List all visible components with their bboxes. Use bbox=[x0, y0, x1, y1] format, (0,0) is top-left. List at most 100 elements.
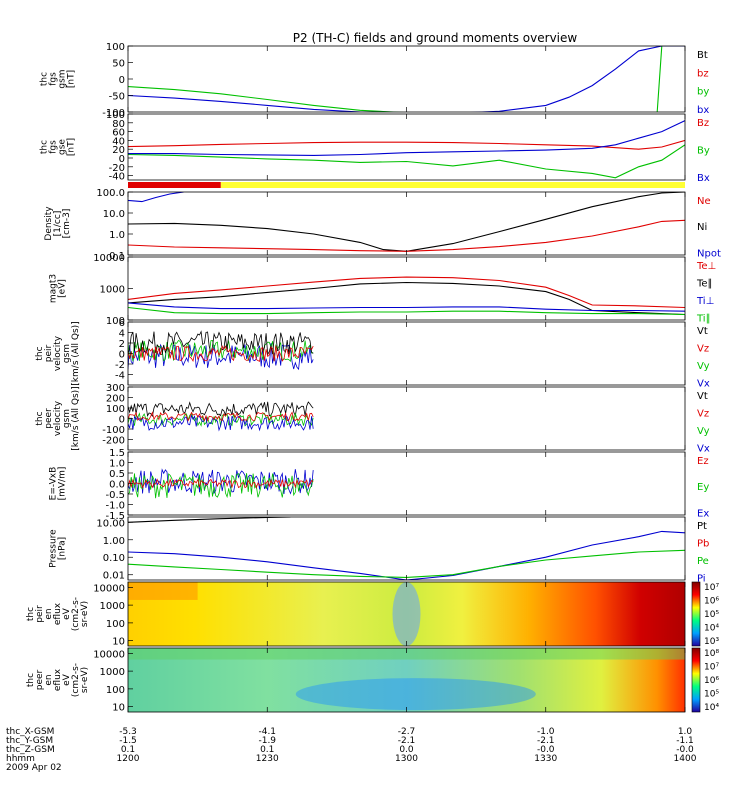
y-tick-label: 0.0 bbox=[109, 480, 125, 491]
panel-frame bbox=[127, 516, 686, 581]
y-axis-label: [eV] bbox=[58, 279, 68, 298]
y-axis-label: fgs bbox=[49, 72, 59, 86]
y-axis-label: (cm2-s- bbox=[71, 597, 81, 631]
series-Ti⊥ bbox=[128, 302, 685, 312]
orbit-row-value: 0.1 bbox=[121, 745, 135, 755]
y-axis-label: sr-eV) bbox=[80, 601, 90, 627]
flag-yellow-segment bbox=[220, 182, 686, 188]
y-tick-label: 200 bbox=[106, 394, 125, 405]
y-tick-label: -1.5 bbox=[105, 511, 125, 522]
y-tick-label: 10000 bbox=[93, 583, 125, 594]
y-axis-label: thc bbox=[26, 673, 36, 687]
panel-fgs-gsm: 100 50 0 -50 -100 thc fgs gsm [nT] Bt bz by bx bbox=[40, 42, 710, 119]
series-blue bbox=[128, 343, 314, 371]
y-axis-label: magt3 bbox=[49, 274, 59, 303]
y-axis-label: peer bbox=[44, 408, 54, 429]
time-tick-label: 1400 bbox=[674, 754, 697, 764]
colorbar-tick-label: 10⁸ bbox=[704, 649, 719, 659]
orbit-row-value: -1.1 bbox=[676, 736, 694, 746]
y-axis-label: peir bbox=[44, 344, 54, 362]
y-axis-label: gsm bbox=[62, 344, 72, 363]
legend-entry: Ne bbox=[697, 196, 711, 207]
series-blue bbox=[128, 468, 314, 495]
spectrogram-band bbox=[128, 648, 685, 660]
y-tick-label: 10000 bbox=[93, 649, 125, 660]
y-tick-label: 0.5 bbox=[109, 469, 125, 480]
y-axis-label: thc bbox=[35, 411, 45, 425]
y-tick-label: 10.00 bbox=[96, 518, 125, 529]
series-red bbox=[128, 345, 314, 362]
y-axis-label: en bbox=[44, 608, 54, 619]
series-blue bbox=[128, 414, 314, 432]
legend-entry: Vz bbox=[697, 343, 709, 354]
y-tick-label: 0.1 bbox=[109, 251, 125, 262]
series-group bbox=[128, 120, 685, 179]
orbit-row-label: thc_Y-GSM bbox=[6, 736, 53, 746]
y-tick-label: 0.10 bbox=[103, 553, 125, 564]
y-tick-label: 50 bbox=[112, 59, 125, 70]
y-axis-label: [nT] bbox=[67, 138, 77, 156]
legend-entry: Ni bbox=[697, 222, 707, 233]
orbit-row-value: -0.0 bbox=[537, 745, 555, 755]
y-tick-label: 4 bbox=[119, 329, 125, 340]
y-axis-label: Density bbox=[44, 206, 54, 241]
y-tick-label: 100 bbox=[106, 685, 125, 696]
time-tick-label: 1200 bbox=[117, 754, 140, 764]
series-red bbox=[128, 411, 314, 422]
orbit-row-value: -1.9 bbox=[258, 736, 276, 746]
y-tick-label: 6 bbox=[119, 318, 125, 329]
series-Pt bbox=[128, 517, 291, 523]
y-tick-label: 1000 bbox=[100, 667, 125, 678]
y-axis-label: eflux bbox=[53, 668, 63, 691]
y-axis-label: gse bbox=[58, 139, 68, 155]
panel-peir-spec: 10⁷ 10⁶ 10⁵ 10⁴ 10³ 10000 1000 100 10 thc peir en ef… bbox=[26, 581, 719, 648]
legend-entry: By bbox=[697, 146, 710, 157]
y-tick-label: 1.0 bbox=[109, 459, 125, 470]
series-Bz bbox=[128, 139, 685, 150]
y-axis-label: peir bbox=[35, 605, 45, 623]
legend-entry: Ez bbox=[697, 456, 709, 467]
series-Pi bbox=[128, 530, 685, 580]
y-axis-label: thc bbox=[26, 607, 36, 621]
y-tick-label: 100 bbox=[106, 316, 125, 327]
legend-entry: Ex bbox=[697, 508, 709, 519]
panel-peer-spec: 10⁸ 10⁷ 10⁶ 10⁵ 10⁴ 10000 1000 100 10 thc peer en ef… bbox=[26, 647, 719, 714]
y-axis-label: eflux bbox=[53, 602, 63, 625]
y-tick-label: 1.0 bbox=[109, 230, 125, 241]
legend-entry: Pi bbox=[697, 573, 706, 584]
time-tick-label: 1330 bbox=[534, 754, 557, 764]
legend-entry: bz bbox=[697, 68, 709, 79]
panel-pressure: 10.00 1.00 0.10 0.01 Pressure [nPa] Pt Pb Pe Pi bbox=[49, 516, 709, 584]
y-tick-label: -2 bbox=[115, 360, 125, 371]
y-tick-label: 1000 bbox=[100, 285, 125, 296]
y-tick-label: 60 bbox=[112, 128, 125, 139]
orbit-row-value: -1.5 bbox=[119, 736, 137, 746]
series-group bbox=[128, 192, 685, 252]
colorbar-tick-label: 10⁵ bbox=[704, 690, 719, 700]
y-axis-label: peer bbox=[35, 669, 45, 690]
y-axis-label: velocity bbox=[53, 400, 63, 436]
colorbar bbox=[691, 647, 701, 713]
y-axis-label: eV bbox=[62, 607, 72, 620]
spectrogram-feature bbox=[295, 678, 536, 711]
y-tick-label: 10000 bbox=[93, 253, 125, 264]
y-axis-label: en bbox=[44, 674, 54, 685]
y-axis-label: gsm bbox=[62, 409, 72, 428]
colorbar-tick-label: 10⁴ bbox=[704, 703, 719, 713]
y-tick-label: -100 bbox=[102, 425, 125, 436]
orbit-row-value: -5.3 bbox=[119, 727, 137, 737]
y-axis-label: [km/s (All Qs)] bbox=[71, 386, 81, 450]
y-tick-label: 40 bbox=[112, 136, 125, 147]
y-axis-label: thc bbox=[40, 72, 50, 86]
legend-entry: Ti⊥ bbox=[696, 296, 714, 307]
orbit-row-value: 0.0 bbox=[399, 745, 414, 755]
y-tick-label: -200 bbox=[102, 436, 125, 447]
y-axis-label: thc bbox=[40, 140, 50, 154]
legend-entry: Vz bbox=[697, 408, 709, 419]
colorbar-tick-label: 10⁷ bbox=[704, 663, 719, 673]
time-tick-label: 1230 bbox=[256, 754, 279, 764]
panel-frame bbox=[127, 321, 686, 386]
y-tick-label: -100 bbox=[102, 108, 125, 119]
